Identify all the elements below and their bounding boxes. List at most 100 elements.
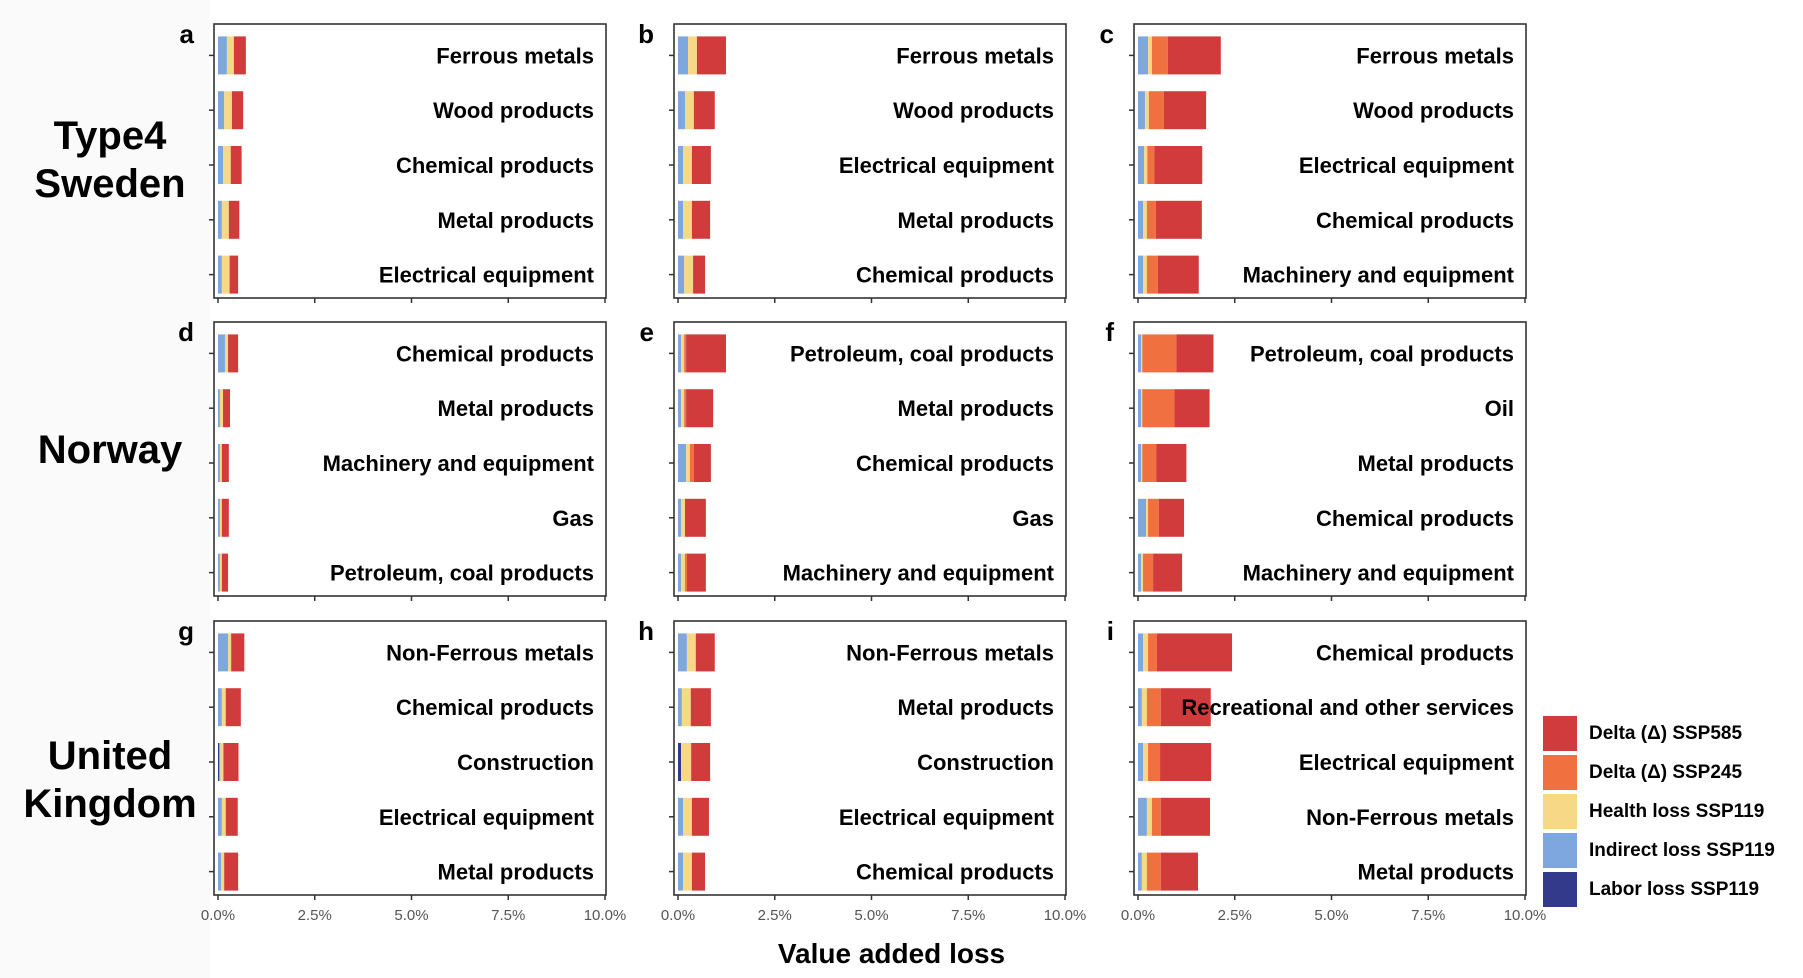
bar-segment-ssp585 <box>1157 255 1199 294</box>
sector-label: Electrical equipment <box>1299 153 1515 178</box>
bar-segment-ssp245 <box>1142 389 1175 428</box>
bar-segment-ssp585 <box>231 91 244 130</box>
legend-label: Delta (Δ) SSP585 <box>1589 722 1743 744</box>
panel-frame-a <box>213 23 607 299</box>
bar-segment-indirect <box>678 498 682 537</box>
panel-letter: i <box>1107 616 1114 646</box>
bar-segment-ssp585 <box>691 200 711 239</box>
sector-label: Machinery and equipment <box>323 451 595 476</box>
x-tick-label: 7.5% <box>1411 907 1445 924</box>
bar-segment-ssp585 <box>1167 36 1221 75</box>
legend: Delta (Δ) SSP585 Delta (Δ) SSP245 Health… <box>1543 715 1775 910</box>
bar-segment-indirect <box>218 633 229 672</box>
panel-letter: e <box>640 317 654 347</box>
bar-segment-ssp585 <box>1160 797 1210 836</box>
bar-segment-ssp245 <box>1148 633 1157 672</box>
panel-letter: a <box>180 19 195 49</box>
panel-letter: f <box>1105 317 1114 347</box>
sector-label: Metal products <box>438 860 594 885</box>
sector-label: Wood products <box>1353 98 1514 123</box>
row-label-line: United <box>47 734 173 778</box>
bar-segment-health <box>683 797 692 836</box>
bar-segment-indirect <box>218 36 227 75</box>
sector-label: Recreational and other services <box>1181 695 1514 720</box>
row-label-line: Type4 <box>53 114 167 158</box>
bar-segment-labor <box>218 743 220 781</box>
bar-segment-indirect <box>678 334 682 373</box>
bar-segment-ssp245 <box>1151 36 1168 75</box>
bar-segment-indirect <box>1138 797 1147 836</box>
bar-segment-ssp585 <box>233 36 246 75</box>
sector-label: Chemical products <box>856 451 1054 476</box>
bar-segment-health <box>219 498 222 537</box>
bar-segment-indirect <box>678 444 687 482</box>
bar-segment-ssp585 <box>693 255 706 294</box>
panel-frame-d <box>213 321 607 597</box>
sector-label: Chemical products <box>396 153 594 178</box>
bar-segment-health <box>1144 146 1148 184</box>
bar-segment-health <box>684 91 694 130</box>
sector-label: Ferrous metals <box>896 43 1054 68</box>
x-tick-label: 0.0% <box>201 907 235 924</box>
bar-segment-indirect <box>1138 36 1149 75</box>
x-tick-label: 0.0% <box>661 907 695 924</box>
left-margin-background <box>0 0 210 978</box>
sector-label: Chemical products <box>396 695 594 720</box>
row-label-line: Sweden <box>34 162 186 206</box>
bar-segment-health <box>1141 389 1143 428</box>
bar-segment-indirect <box>218 146 224 184</box>
bar-segment-indirect <box>218 498 220 537</box>
legend-label: Delta (Δ) SSP245 <box>1589 761 1743 783</box>
bar-segment-ssp245 <box>1146 852 1161 891</box>
sector-label: Metal products <box>898 396 1054 421</box>
bar-segment-indirect <box>678 633 687 672</box>
sector-label: Petroleum, coal products <box>790 341 1054 366</box>
x-tick-label: 2.5% <box>1218 907 1252 924</box>
legend-item-labor: Labor loss SSP119 <box>1543 871 1775 908</box>
sector-label: Metal products <box>898 695 1054 720</box>
bar-segment-ssp585 <box>225 688 241 727</box>
bar-segment-ssp585 <box>686 553 706 592</box>
bar-segment-ssp585 <box>225 797 238 836</box>
sector-label: Ferrous metals <box>1356 43 1514 68</box>
bar-segment-ssp585 <box>686 334 726 373</box>
sector-label: Chemical products <box>856 263 1054 288</box>
bar-segment-health <box>221 688 226 727</box>
bar-segment-ssp585 <box>691 797 709 836</box>
x-tick-label: 7.5% <box>491 907 525 924</box>
bar-segment-indirect <box>1138 553 1142 592</box>
sector-label: Petroleum, coal products <box>1250 341 1514 366</box>
bar-segment-indirect <box>678 688 682 727</box>
row-label-norway: Norway <box>0 426 220 474</box>
sector-label: Oil <box>1485 396 1514 421</box>
sector-label: Construction <box>457 750 594 775</box>
x-tick-label: 2.5% <box>758 907 792 924</box>
bar-segment-ssp585 <box>224 852 239 891</box>
bar-segment-health <box>221 200 229 239</box>
sector-label: Chemical products <box>1316 506 1514 531</box>
bar-segment-indirect <box>1138 146 1145 184</box>
bar-segment-ssp585 <box>229 255 239 294</box>
bar-segment-indirect <box>678 146 684 184</box>
bar-segment-indirect <box>1138 743 1144 781</box>
bar-segment-ssp585 <box>691 852 706 891</box>
bar-segment-ssp245 <box>1146 200 1156 239</box>
bar-segment-ssp585 <box>1160 743 1212 781</box>
bar-segment-indirect <box>678 389 682 428</box>
bar-segment-indirect <box>1138 688 1142 727</box>
bar-segment-health <box>684 255 694 294</box>
bar-segment-ssp245 <box>1146 688 1161 727</box>
bar-segment-health <box>1143 200 1147 239</box>
legend-swatch-labor <box>1543 872 1577 907</box>
bar-segment-health <box>681 389 685 428</box>
bar-segment-ssp585 <box>1154 146 1203 184</box>
bar-segment-ssp585 <box>686 389 714 428</box>
bar-segment-health <box>220 743 224 781</box>
bar-segment-indirect <box>218 797 222 836</box>
bar-segment-ssp585 <box>221 498 229 537</box>
sector-label: Petroleum, coal products <box>330 561 594 586</box>
bar-segment-ssp585 <box>1153 553 1183 592</box>
legend-swatch-health <box>1543 794 1577 829</box>
sector-label: Gas <box>552 506 594 531</box>
bar-segment-ssp585 <box>230 146 242 184</box>
